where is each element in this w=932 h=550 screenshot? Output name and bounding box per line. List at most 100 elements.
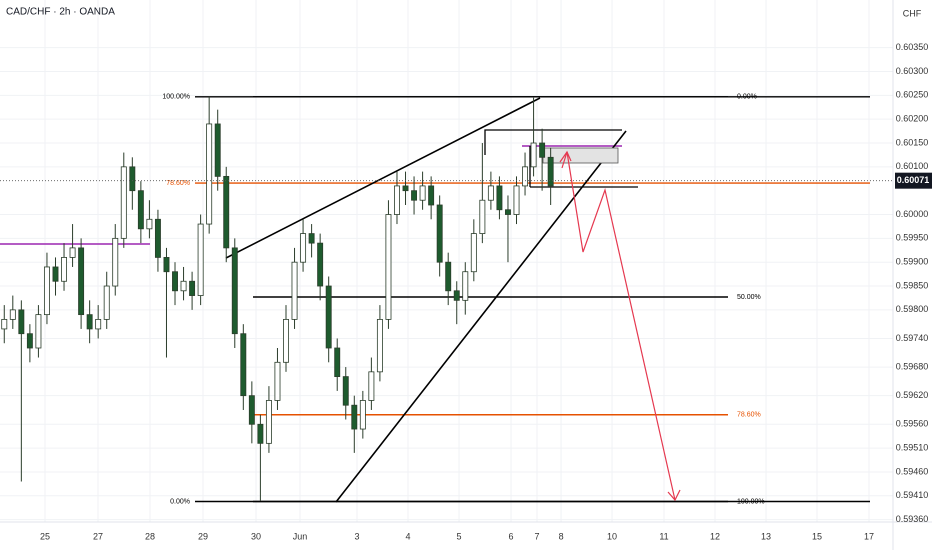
y-tick-label: 0.59560 [896,419,929,429]
x-tick-label: 10 [607,531,617,541]
candle-body [137,190,144,230]
y-tick-label: 0.59360 [896,514,929,524]
candle-body [530,142,537,168]
candle-body [291,261,298,320]
candle-body [9,309,16,320]
y-tick-label: 0.60200 [896,114,929,124]
candle-body [351,404,358,430]
x-tick-label: 29 [198,531,208,541]
y-tick-label: 0.60350 [896,42,929,52]
x-tick-label: 3 [355,531,360,541]
candle-body [376,318,383,373]
last-price-box [895,172,932,189]
candle-body [385,214,392,320]
candle-body [189,280,196,296]
trend-line [335,130,627,503]
fib-level-label: 100.00% [162,94,190,101]
chart-title: CAD/CHF · 2h · OANDA [6,7,115,18]
y-tick-label: 0.59800 [896,304,929,314]
candle-body [69,247,76,258]
y-tick-label: 0.60100 [896,161,929,171]
y-tick-label: 0.60150 [896,137,929,147]
candle-body [445,261,452,292]
projection-path [561,151,676,501]
candle-body [334,347,341,378]
x-tick-label: Jun [293,531,308,541]
candle-body [419,185,426,201]
candle-body [428,185,435,206]
candle-body [257,423,264,444]
candle-body [547,156,554,187]
candle-body [214,123,221,177]
candle-body [470,233,477,273]
candle-body [95,318,102,330]
candle-body [283,318,289,363]
fib-levels: 100.00% 78.60% 0.00% 0.00% 50.00% 78.60% 100.0… [162,94,870,505]
candle-body [86,314,93,330]
candle-body [462,271,469,301]
candle-body [197,223,204,296]
candle-body [539,142,546,158]
x-tick-label: 28 [145,531,155,541]
x-tick-label: 4 [405,531,410,541]
candle-body [52,266,59,282]
candle-body [479,199,486,234]
candle-body [180,280,187,292]
candle-body [78,247,85,316]
candle-body [129,166,136,192]
arrow-head [559,150,572,163]
x-tick-label: 6 [509,531,514,541]
zone-box [542,147,619,164]
candle-body [411,190,418,201]
candle-body [146,218,153,230]
candle-body [112,237,119,287]
x-tick-label: 15 [812,531,822,541]
x-tick-label: 5 [457,531,462,541]
candle-body [274,361,281,401]
candle-body [248,395,255,425]
candle-body [103,285,110,320]
x-tick-label: 27 [93,531,103,541]
x-tick-label: 25 [40,531,50,541]
candle-body [402,185,409,192]
x-tick-label: 8 [559,531,564,541]
y-tick-label: 0.59900 [896,257,929,267]
candle-body [522,166,529,187]
candle-body [35,314,42,349]
candle-body [154,218,161,258]
candle-body [325,285,332,349]
x-tick-label: 30 [251,531,261,541]
candle-body [513,185,520,215]
y-tick-label: 0.59740 [896,333,929,343]
y-tick-label: 0.59510 [896,442,929,452]
last-price-label: 0.60071 [897,175,930,185]
candle-body [223,175,230,249]
fib-level-label: 50.00% [737,294,761,301]
fib-level-label: 78.60% [166,180,190,187]
fib-level-label: 0.00% [737,94,757,101]
candle-body [453,290,460,301]
box-line [484,129,622,155]
candles [1,96,554,501]
candle-body [394,185,400,215]
candle-body [300,233,307,263]
arrow-head [667,489,681,502]
fib-level-label: 0.00% [170,498,190,505]
candle-body [26,333,33,349]
y-tick-label: 0.59620 [896,390,929,400]
candle-body [265,400,272,444]
candle-body [61,257,67,282]
x-tick-label: 7 [534,531,539,541]
candle-body [163,257,170,273]
candle-body [240,333,247,397]
x-tick-label: 12 [710,531,720,541]
x-tick-label: 11 [659,531,668,541]
candle-body [368,371,375,401]
candle-body [317,242,324,287]
y-tick-label: 0.59460 [896,466,929,476]
candle-body [505,209,511,215]
candle-body [487,185,494,201]
fib-level-label: 78.60% [737,412,761,419]
axes: 0.60350 0.60300 0.60250 0.60200 0.60150 0.601… [0,42,932,541]
